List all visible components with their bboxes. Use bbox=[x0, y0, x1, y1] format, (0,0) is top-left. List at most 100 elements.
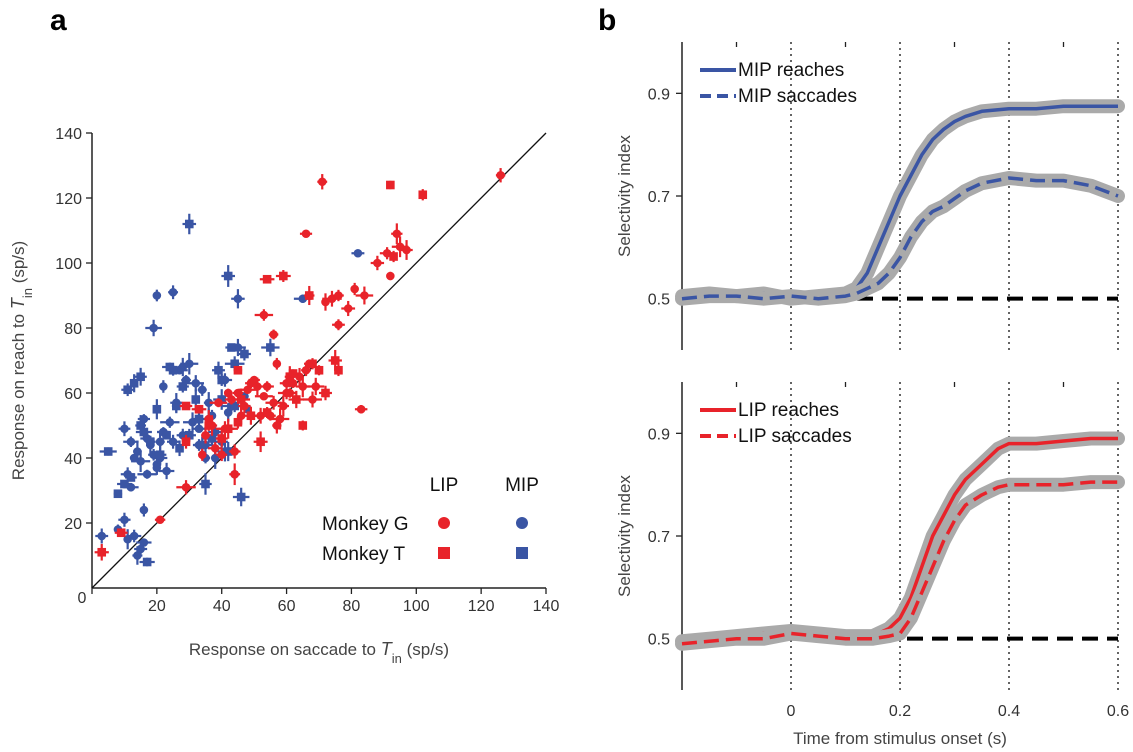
data-point-lip-monkey-g bbox=[402, 245, 411, 255]
data-point-mip-monkey-t bbox=[184, 430, 194, 440]
x-tick-label: 0.4 bbox=[998, 703, 1020, 720]
data-point-mip-monkey-t bbox=[142, 557, 152, 567]
y-tick-label: 40 bbox=[64, 451, 82, 468]
data-point-lip-monkey-g bbox=[285, 388, 295, 398]
data-point-mip-monkey-t bbox=[214, 365, 223, 375]
data-point-mip-monkey-t bbox=[178, 382, 188, 391]
data-point-mip-monkey-g bbox=[194, 424, 204, 434]
data-point-lip-monkey-t bbox=[233, 365, 243, 375]
data-point-mip-monkey-t bbox=[139, 427, 149, 437]
data-point-lip-monkey-t bbox=[321, 388, 330, 398]
data-point-mip-monkey-t bbox=[230, 401, 239, 411]
selectivity-panel-mip: 0.5 0.7 0.9 Selectivity index MIP reaches MIP… bbox=[615, 42, 1125, 350]
data-point-mip-monkey-g bbox=[129, 531, 139, 541]
data-point-mip-monkey-t bbox=[230, 359, 239, 369]
data-point-lip-monkey-t bbox=[330, 356, 340, 365]
y-tick-label: 0.9 bbox=[648, 86, 670, 103]
data-point-mip-monkey-t bbox=[223, 447, 233, 456]
data-point-mip-monkey-g bbox=[191, 378, 201, 388]
legend-header-mip: MIP bbox=[505, 475, 539, 496]
y-axis-label: Selectivity index bbox=[615, 475, 634, 597]
data-point-lip-monkey-t bbox=[304, 291, 314, 300]
x-tick-label: 40 bbox=[213, 598, 231, 615]
data-point-mip-monkey-t bbox=[155, 450, 165, 460]
data-point-lip-monkey-t bbox=[418, 190, 428, 200]
data-point-mip-monkey-t bbox=[266, 343, 275, 352]
series-line-mip-saccades bbox=[681, 176, 1119, 301]
data-point-lip-monkey-g bbox=[155, 515, 165, 525]
data-point-mip-monkey-g bbox=[97, 531, 107, 541]
x-axis-label: Time from stimulus onset (s) bbox=[793, 729, 1007, 748]
y-tick-label: 100 bbox=[55, 256, 82, 273]
y-tick-label: 120 bbox=[55, 191, 82, 208]
data-point-lip-monkey-g bbox=[217, 450, 227, 460]
data-point-mip-monkey-g bbox=[155, 437, 165, 447]
data-point-lip-monkey-g bbox=[272, 359, 282, 369]
data-point-lip-monkey-g bbox=[214, 398, 223, 408]
data-point-mip-monkey-t bbox=[184, 219, 194, 229]
legend-marker-lip-circle bbox=[438, 517, 450, 529]
data-point-lip-monkey-g bbox=[269, 398, 278, 408]
data-point-lip-monkey-t bbox=[223, 424, 233, 434]
x-tick-label: 0.2 bbox=[889, 703, 911, 720]
data-point-mip-monkey-t bbox=[162, 430, 171, 440]
selectivity-panel-lip: 0.5 0.7 0.9 Selectivity index LIP reaches LIP… bbox=[615, 382, 1129, 748]
x-axis-label-text: Response on saccade to Tin (sp/s) bbox=[189, 639, 449, 666]
data-point-mip-monkey-t bbox=[197, 440, 207, 450]
confidence-band bbox=[675, 99, 1125, 306]
data-point-lip-monkey-t bbox=[97, 547, 107, 557]
y-axis-label: Selectivity index bbox=[615, 135, 634, 257]
data-point-lip-monkey-g bbox=[210, 443, 220, 453]
x-tick-label: 0 bbox=[787, 703, 796, 720]
x-axis-label-suffix: (sp/s) bbox=[402, 640, 449, 659]
x-axis-label-prefix: Response on saccade to bbox=[189, 640, 381, 659]
data-point-mip-monkey-g bbox=[149, 323, 158, 333]
y-tick-label: 0.7 bbox=[648, 529, 670, 546]
data-point-lip-monkey-g bbox=[496, 170, 505, 180]
data-point-lip-monkey-g bbox=[259, 310, 269, 320]
data-point-lip-monkey-t bbox=[314, 365, 324, 375]
data-point-lip-monkey-g bbox=[298, 382, 308, 391]
data-point-mip-monkey-t bbox=[136, 421, 145, 430]
data-point-lip-monkey-g bbox=[311, 382, 321, 391]
data-point-mip-monkey-g bbox=[142, 469, 152, 479]
data-point-mip-monkey-t bbox=[172, 401, 181, 411]
data-point-lip-monkey-t bbox=[204, 421, 214, 430]
data-point-mip-monkey-g bbox=[126, 437, 136, 447]
data-point-mip-monkey-t bbox=[217, 375, 227, 385]
data-point-lip-monkey-t bbox=[262, 274, 272, 284]
legend-marker-lip-square bbox=[438, 547, 450, 559]
data-point-mip-monkey-g bbox=[120, 515, 129, 525]
y-axis-label-suffix: (sp/s) bbox=[9, 241, 28, 288]
data-point-lip-monkey-g bbox=[181, 482, 191, 492]
data-point-mip-monkey-g bbox=[233, 294, 243, 304]
data-point-mip-monkey-t bbox=[120, 479, 129, 489]
data-point-mip-monkey-t bbox=[207, 434, 217, 443]
legend-label: LIP saccades bbox=[738, 426, 852, 447]
data-point-mip-monkey-g bbox=[152, 291, 162, 300]
data-point-mip-monkey-g bbox=[204, 398, 214, 408]
data-point-lip-monkey-t bbox=[389, 252, 398, 261]
data-point-lip-monkey-g bbox=[197, 450, 207, 460]
data-point-lip-monkey-g bbox=[350, 284, 359, 294]
data-point-lip-monkey-g bbox=[392, 229, 402, 239]
scatter-plot: 20 40 60 80 100 120 140 20 40 60 80 100 120 140 0 Respo… bbox=[8, 126, 559, 666]
data-point-mip-monkey-t bbox=[191, 395, 201, 404]
origin-tick-label: 0 bbox=[78, 590, 87, 607]
x-tick-label: 80 bbox=[343, 598, 361, 615]
data-point-lip-monkey-g bbox=[256, 411, 265, 421]
x-axis-label-var: T bbox=[381, 639, 394, 659]
data-point-mip-monkey-g bbox=[139, 505, 149, 515]
data-point-mip-monkey-t bbox=[113, 489, 123, 499]
data-point-lip-monkey-g bbox=[201, 430, 210, 440]
scatter-legend: LIP MIP Monkey G Monkey T bbox=[322, 475, 539, 565]
panel-a-letter: a bbox=[50, 4, 67, 37]
data-point-mip-monkey-t bbox=[136, 372, 145, 382]
y-tick-label: 0.7 bbox=[648, 189, 670, 206]
data-point-lip-monkey-g bbox=[279, 401, 288, 411]
data-point-lip-monkey-g bbox=[259, 391, 269, 401]
legend-marker-mip-square bbox=[516, 547, 528, 559]
data-point-mip-monkey-g bbox=[162, 466, 171, 476]
data-point-lip-monkey-t bbox=[308, 359, 317, 369]
